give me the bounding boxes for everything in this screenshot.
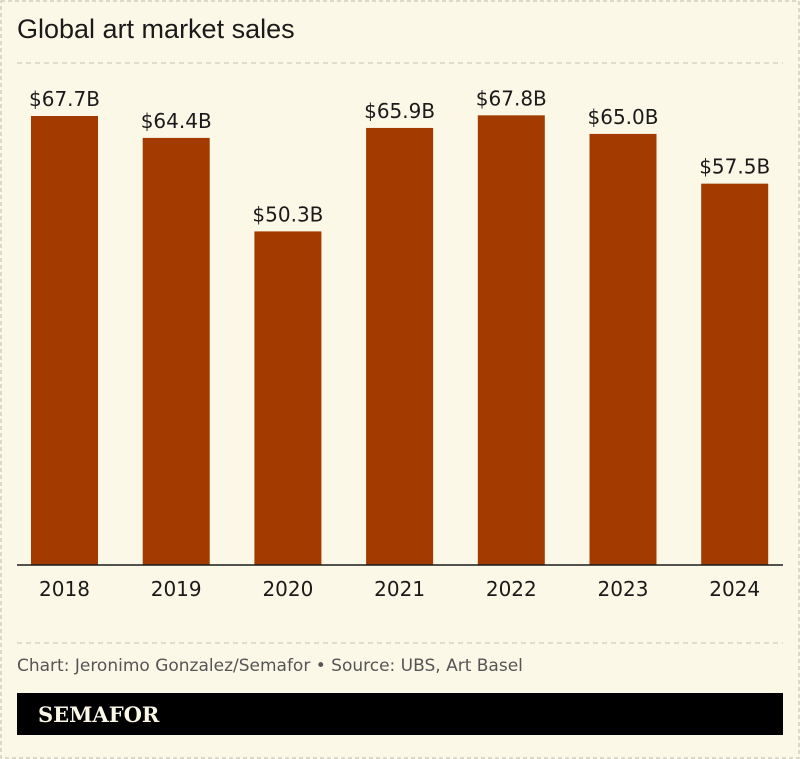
x-tick-label: 2022 [486, 577, 537, 601]
data-label: $64.4B [141, 109, 212, 133]
x-tick-label: 2021 [374, 577, 425, 601]
bar-2021 [366, 127, 434, 565]
x-tick-label: 2019 [151, 577, 202, 601]
bar-2024 [701, 183, 769, 566]
brand-bar [17, 693, 783, 735]
data-label: $65.0B [588, 105, 659, 129]
data-label: $67.8B [476, 86, 547, 110]
bar-2023 [589, 133, 657, 566]
x-tick-label: 2024 [709, 577, 760, 601]
bar-2019 [142, 137, 210, 565]
bar-2022 [477, 115, 545, 565]
data-label: $57.5B [699, 155, 770, 179]
bar-2020 [254, 231, 322, 565]
x-tick-label: 2018 [39, 577, 90, 601]
data-label: $65.9B [364, 99, 435, 123]
data-label: $50.3B [252, 202, 323, 226]
x-tick-label: 2023 [598, 577, 649, 601]
chart-title: Global art market sales [17, 14, 295, 44]
bar-2018 [31, 116, 98, 565]
footer-credit: Chart: Jeronimo Gonzalez/Semafor • Sourc… [17, 656, 523, 676]
x-tick-label: 2020 [262, 577, 313, 601]
bars: $67.7B 2018 $64.4B 2019 $50.3B 2020 $65.9B 2021… [29, 86, 770, 601]
brand-logo: SEMAFOR [38, 702, 160, 727]
data-label: $67.7B [29, 87, 100, 111]
